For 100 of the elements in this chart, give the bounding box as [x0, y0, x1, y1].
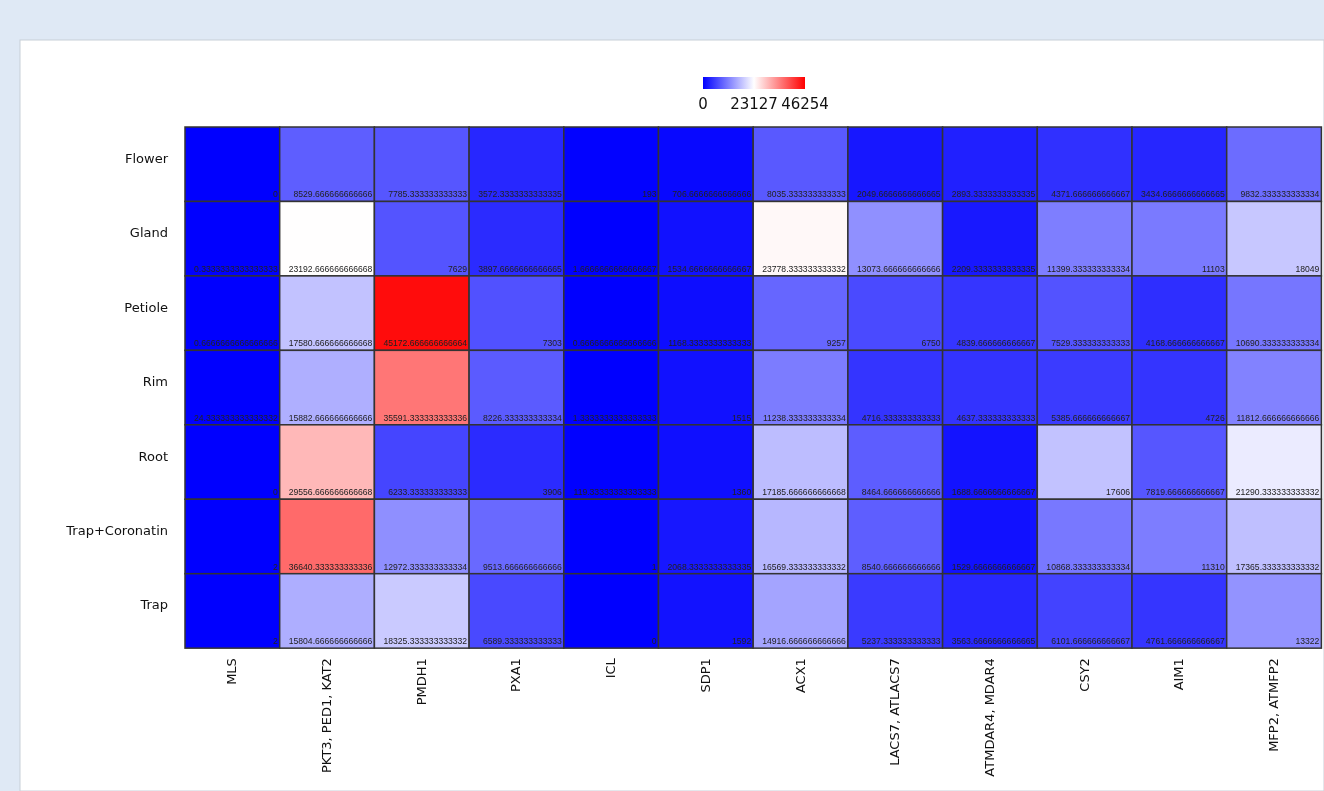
x-tick-label: AIM1 [1171, 658, 1187, 691]
data-label: 36640.333333333336 [288, 561, 373, 572]
data-label: 7785.333333333333 [388, 189, 468, 200]
data-label: 1360 [732, 487, 752, 498]
data-label: 6101.666666666667 [1051, 636, 1131, 647]
color-bar-label: 0 [698, 95, 708, 113]
data-label: 0 [651, 636, 657, 647]
data-label: 11310 [1201, 561, 1225, 572]
data-label: 119.33333333333333 [573, 487, 657, 498]
data-label: 12972.333333333334 [383, 561, 468, 572]
data-label: 11103 [1202, 263, 1225, 274]
data-label: 7529.333333333333 [1051, 338, 1131, 349]
data-label: 23778.333333333332 [762, 263, 847, 274]
data-label: 2068.3333333333335 [667, 561, 752, 572]
data-label: 5237.333333333333 [861, 636, 941, 647]
x-tick-label: MFP2, ATMFP2 [1266, 658, 1282, 752]
data-label: 2893.3333333333335 [951, 189, 1036, 200]
data-label: 8226.333333333334 [482, 412, 563, 423]
data-label: 1529.6666666666667 [951, 561, 1036, 572]
data-label: 15882.666666666666 [288, 412, 373, 423]
y-tick-label: Flower [124, 150, 169, 166]
data-label: 2 [272, 561, 278, 572]
data-label: 17580.666666666668 [288, 338, 373, 349]
data-label: 24.333333333333332 [194, 412, 278, 423]
data-label: 35591.333333333336 [383, 412, 468, 423]
data-label: 4761.666666666667 [1145, 636, 1225, 647]
color-bar-label: 46254 [781, 95, 829, 113]
x-tick-label: LACS7, ATLACS7 [887, 658, 903, 766]
data-label: 0.3333333333333333 [194, 263, 278, 274]
data-label: 13322 [1295, 636, 1320, 647]
color-bar-label: 23127 [730, 95, 778, 113]
data-label: 1.6666666666666667 [572, 263, 657, 274]
data-label: 3563.6666666666665 [951, 636, 1036, 647]
data-label: 7303 [542, 338, 563, 349]
data-label: 11399.333333333334 [1047, 263, 1131, 274]
data-label: 4168.666666666667 [1145, 338, 1225, 349]
data-label: 4839.666666666667 [956, 338, 1036, 349]
data-label: 1 [651, 561, 657, 572]
data-label: 9257 [826, 338, 847, 349]
x-tick-label: PKT3, PED1, KAT2 [319, 658, 335, 773]
x-tick-label: ATMDAR4, MDAR4 [981, 658, 997, 777]
x-tick-label: ACX1 [792, 658, 808, 694]
data-label: 1592 [732, 636, 752, 647]
data-label: 4716.333333333333 [861, 412, 941, 423]
data-label: 10868.333333333334 [1046, 561, 1131, 572]
y-tick-label: Trap+Coronatin [65, 522, 168, 538]
data-label: 11812.666666666666 [1236, 412, 1320, 423]
data-label: 0.6666666666666666 [194, 338, 278, 349]
data-label: 18049 [1295, 263, 1320, 274]
x-tick-label: ICL [603, 657, 619, 679]
y-tick-label: Gland [129, 225, 168, 241]
data-label: 193 [642, 189, 657, 200]
data-label: 9513.666666666666 [482, 561, 563, 572]
data-label: 3897.6666666666665 [478, 263, 563, 274]
data-label: 8464.666666666666 [861, 487, 941, 498]
data-label: 2049.6666666666665 [856, 189, 941, 200]
data-label: 3434.6666666666665 [1141, 189, 1225, 200]
data-label: 706.6666666666666 [672, 189, 752, 200]
data-label: 7819.666666666667 [1145, 487, 1225, 498]
data-label: 17606 [1106, 487, 1131, 498]
data-label: 18325.333333333332 [383, 636, 468, 647]
data-label: 0 [272, 487, 278, 498]
data-label: 8035.333333333333 [767, 189, 847, 200]
data-label: 9832.333333333334 [1240, 189, 1320, 200]
data-label: 1534.6666666666667 [667, 263, 752, 274]
data-label: 17365.333333333332 [1235, 561, 1320, 572]
data-label: 5385.666666666667 [1051, 412, 1131, 423]
data-label: 2 [272, 636, 278, 647]
data-label: 7629 [447, 263, 468, 274]
x-tick-label: MLS [224, 658, 240, 685]
data-label: 2209.3333333333335 [951, 263, 1036, 274]
data-label: 10690.333333333334 [1235, 338, 1320, 349]
data-label: 14916.666666666666 [762, 636, 847, 647]
data-label: 15804.666666666666 [288, 636, 373, 647]
data-label: 1688.6666666666667 [951, 487, 1036, 498]
x-tick-label: CSY2 [1076, 658, 1092, 692]
data-label: 6750 [921, 338, 941, 349]
data-label: 0 [272, 189, 278, 200]
data-label: 21290.333333333332 [1235, 487, 1320, 498]
data-label: 45172.666666666664 [383, 338, 468, 349]
data-label: 13073.666666666666 [856, 263, 941, 274]
y-tick-label: Rim [142, 374, 168, 390]
data-label: 1168.3333333333333 [668, 338, 752, 349]
y-tick-label: Trap [139, 597, 168, 613]
x-tick-label: PMDH1 [413, 658, 429, 706]
data-label: 8540.666666666666 [861, 561, 941, 572]
data-label: 1515 [732, 412, 752, 423]
data-label: 4726 [1205, 412, 1225, 423]
x-tick-label: PXA1 [508, 658, 524, 693]
y-tick-label: Petiole [124, 299, 168, 315]
data-label: 8529.666666666666 [293, 189, 373, 200]
data-label: 1.3333333333333333 [572, 412, 657, 423]
data-label: 3572.3333333333335 [478, 189, 563, 200]
data-label: 4371.666666666667 [1051, 189, 1131, 200]
data-label: 23192.666666666668 [288, 263, 373, 274]
data-label: 4637.333333333333 [956, 412, 1036, 423]
data-label: 6233.333333333333 [388, 487, 468, 498]
data-label: 29556.666666666668 [288, 487, 373, 498]
data-label: 11238.333333333334 [762, 412, 847, 423]
data-label: 0.6666666666666666 [572, 338, 657, 349]
